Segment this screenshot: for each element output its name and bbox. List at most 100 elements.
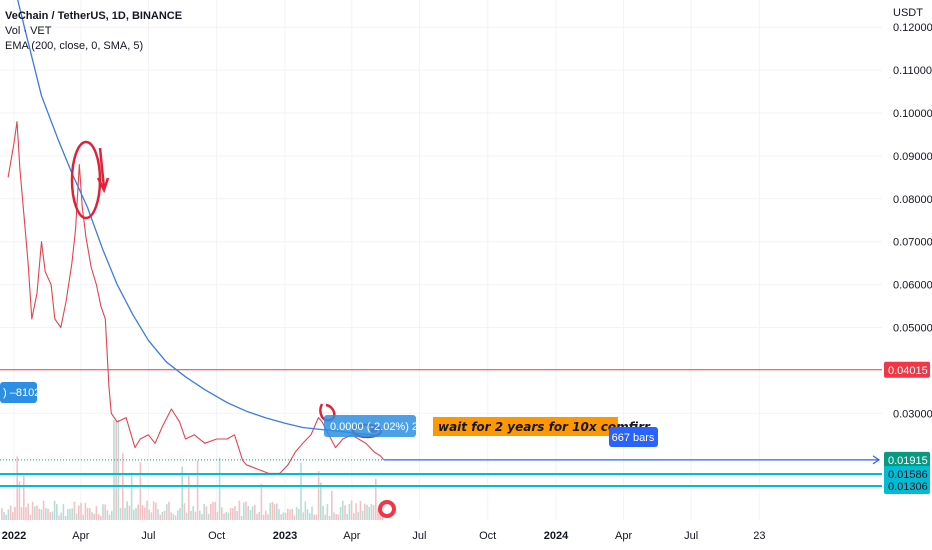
volume-bar (243, 502, 245, 520)
volume-bar (86, 508, 89, 520)
volume-bar (93, 513, 95, 520)
volume-bar (5, 514, 7, 520)
arrow-drawing[interactable] (96, 147, 110, 194)
price-tick-label: 0.03000 (893, 408, 932, 420)
volume-bar (236, 511, 238, 520)
volume-bar (170, 512, 172, 520)
volume-bar (339, 506, 342, 520)
volume-bar (95, 506, 98, 520)
time-tick-label: 2024 (544, 530, 569, 542)
volume-bar (229, 508, 232, 520)
bars-label-box[interactable] (609, 427, 658, 447)
time-tick-label: Apr (615, 530, 632, 542)
volume-bar (342, 500, 344, 520)
volume-legend[interactable]: Vol · VET (5, 25, 52, 37)
volume-bar (293, 515, 296, 520)
ema-legend[interactable]: EMA (200, close, 0, SMA, 5) (5, 40, 144, 52)
volume-bar (45, 508, 47, 520)
currency-label: USDT (893, 7, 923, 19)
volume-bar (181, 466, 183, 520)
volume-bar (27, 503, 29, 520)
events-icon-inner (382, 504, 392, 514)
volume-bar (159, 514, 161, 520)
volume-bar (306, 509, 309, 520)
volume-bar (53, 500, 56, 520)
volume-bar (73, 501, 76, 520)
note-box[interactable] (433, 417, 618, 436)
time-axis-bg (0, 520, 882, 550)
volume-bar (91, 512, 93, 520)
time-tick-label: 23 (753, 530, 765, 542)
horizontal-lines (0, 369, 882, 487)
volume-bar (80, 502, 82, 520)
drawings[interactable] (70, 140, 383, 439)
volume-bar (225, 512, 227, 520)
volume-bar (115, 420, 117, 520)
left-label: ) –8102 (3, 387, 40, 399)
volume-bar (280, 514, 282, 520)
volume-bar (23, 475, 25, 520)
time-tick-label: Apr (343, 530, 360, 542)
volume-bar (346, 513, 348, 520)
volume-bar (368, 507, 370, 520)
volume-bar (172, 513, 175, 520)
volume-bar (317, 471, 320, 520)
time-axis[interactable]: 2022 Apr Jul Oct 2023 Apr Jul Oct 2024 Apr Jul 23 (0, 520, 882, 550)
price-tag-label: 0.01586 (888, 469, 928, 481)
measure-label-box[interactable] (324, 415, 416, 437)
volume-bar (335, 514, 337, 520)
volume-bar (364, 503, 366, 520)
volume-bar (269, 502, 271, 520)
time-tick-label: Jul (684, 530, 698, 542)
price-tag[interactable] (884, 465, 930, 482)
volume-bar (12, 512, 14, 520)
chart-legend: VeChain / TetherUS, 1D, BINANCE Vol · VE… (5, 9, 182, 54)
price-tag[interactable] (884, 477, 930, 494)
volume-bar (71, 508, 73, 520)
volume-bar (234, 506, 236, 520)
price-tick-label: 0.10000 (893, 108, 932, 120)
volume-bar (218, 457, 221, 520)
price-tag-label: 0.01306 (888, 481, 928, 493)
price-tag[interactable] (884, 451, 930, 468)
circle-drawing[interactable] (70, 140, 102, 220)
volume-bar (84, 502, 87, 520)
volume-bar (304, 501, 307, 520)
volume-bar (353, 513, 355, 520)
price-axis[interactable]: USDT 0.12000 0.11000 0.10000 0.09000 0.08000 0… (882, 0, 932, 550)
volume-bar (289, 509, 291, 520)
volume-bar (194, 511, 197, 520)
volume-bar (284, 512, 287, 520)
volume-bar (64, 515, 67, 520)
price-tick-label: 0.08000 (893, 194, 932, 206)
volume-bars (1, 420, 384, 520)
volume-bar (119, 508, 122, 520)
bars-label: 667 bars (612, 432, 655, 444)
price-tick-label: 0.11000 (893, 65, 932, 77)
volume-bar (135, 507, 137, 520)
price-tag-label: 0.04015 (888, 365, 928, 377)
volume-bar (326, 504, 329, 520)
volume-bar (58, 515, 60, 520)
volume-bar (139, 462, 142, 520)
ema-line (17, 0, 378, 436)
volume-bar (311, 506, 313, 520)
volume-bar (56, 504, 58, 520)
volume-bar (223, 513, 225, 520)
price-tag[interactable] (884, 361, 930, 378)
price-tick-label: 0.07000 (893, 237, 932, 249)
volume-bar (106, 510, 109, 520)
projection-arrow-icon (872, 455, 881, 465)
time-tick-label: Oct (208, 530, 225, 542)
volume-bar (315, 514, 318, 520)
symbol-title[interactable]: VeChain / TetherUS, 1D, BINANCE (5, 10, 183, 22)
volume-bar (291, 508, 293, 520)
volume-bar (157, 509, 159, 520)
time-tick-label: Apr (72, 530, 89, 542)
left-label-box[interactable] (0, 382, 37, 403)
volume-bar (276, 503, 278, 520)
volume-bar (278, 509, 280, 520)
price-tick-label: 0.09000 (893, 151, 932, 163)
volume-bar (247, 506, 249, 520)
